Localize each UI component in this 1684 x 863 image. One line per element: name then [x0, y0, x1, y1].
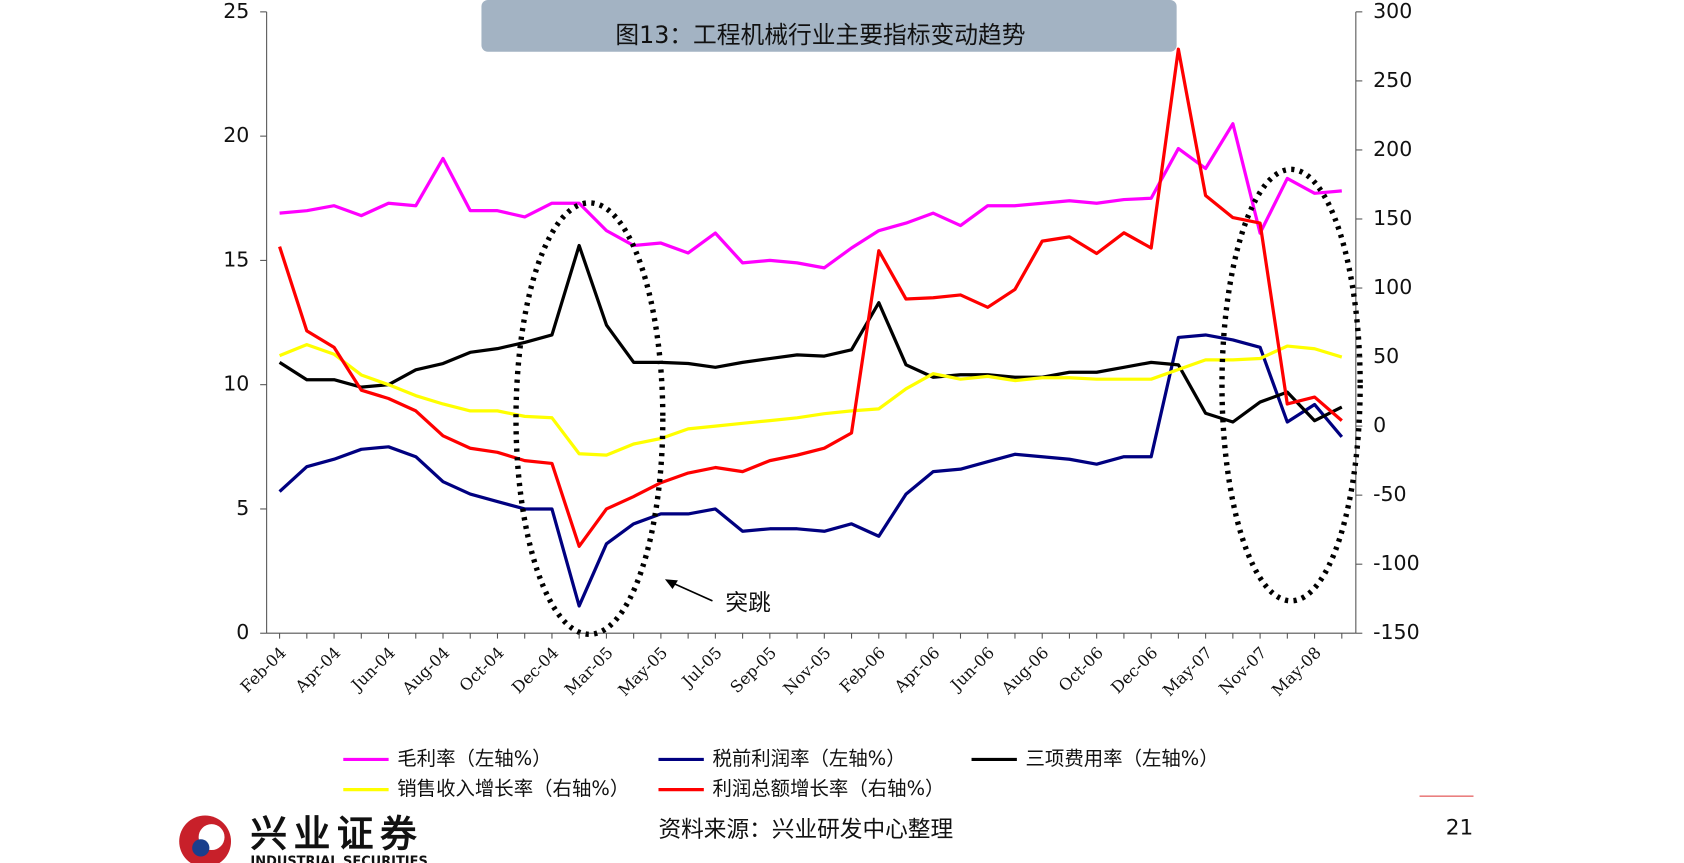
logo-subname: INDUSTRIAL SECURITIES	[250, 854, 427, 863]
x-tick-label: Feb-06	[836, 643, 889, 696]
y2-tick-label: 50	[1373, 344, 1399, 368]
x-tick-label: Mar-05	[561, 643, 617, 699]
legend-label: 三项费用率（左轴%）	[1026, 747, 1219, 770]
x-tick-label: Jul-05	[677, 643, 726, 692]
source: 资料来源：兴业研发中心整理	[658, 817, 953, 843]
series-line	[278, 47, 1343, 548]
y2-tick-label: 300	[1373, 0, 1412, 23]
y2-tick-label: 200	[1373, 137, 1412, 161]
series-line	[278, 343, 1343, 457]
x-tick-label: Jun-06	[945, 643, 998, 696]
series-line	[279, 122, 1342, 270]
y2-tick-label: 150	[1373, 206, 1412, 230]
y2-tick-label: -150	[1373, 620, 1420, 644]
x-tick-label: Jun-04	[346, 643, 399, 696]
y-tick-label: 20	[223, 123, 249, 147]
legend-label: 税前利润率（左轴%）	[712, 747, 905, 770]
x-tick-label: Sep-05	[726, 643, 780, 697]
series-line	[278, 243, 1343, 424]
legend-label: 销售收入增长率（右轴%）	[397, 777, 629, 800]
page-number: 21	[1446, 815, 1473, 840]
series-line	[278, 333, 1344, 608]
highlight-ellipse	[513, 200, 666, 638]
legend-label: 毛利率（左轴%）	[397, 747, 551, 770]
y-tick-label: 25	[223, 0, 249, 23]
title-box	[481, 0, 1177, 52]
x-tick-label: Feb-04	[237, 643, 290, 696]
y2-tick-label: 0	[1373, 413, 1386, 437]
x-tick-label: Oct-06	[1055, 643, 1107, 695]
x-tick-label: Oct-04	[456, 643, 508, 695]
y-tick-label: 5	[236, 496, 249, 520]
arrow-head	[664, 579, 678, 589]
x-tick-label: Nov-07	[1215, 643, 1270, 698]
annotation: 突跳	[725, 591, 770, 617]
x-tick-label: Aug-04	[398, 643, 454, 698]
highlight-ellipse	[1219, 166, 1363, 604]
y-tick-label: 10	[223, 372, 249, 396]
x-tick-label: Apr-04	[291, 643, 345, 697]
y2-tick-label: -100	[1373, 551, 1420, 575]
y-tick-label: 15	[223, 247, 249, 271]
x-tick-label: Aug-06	[997, 643, 1053, 698]
y2-tick-label: 100	[1373, 275, 1412, 299]
logo-dot	[192, 839, 210, 857]
x-tick-label: May-08	[1268, 643, 1325, 700]
annotation-arrow	[671, 581, 713, 602]
x-tick-label: Dec-06	[1107, 643, 1161, 697]
y-tick-label: 0	[236, 620, 249, 644]
y2-tick-label: 250	[1373, 68, 1412, 92]
x-tick-label: Dec-04	[508, 643, 562, 697]
x-tick-label: May-07	[1159, 643, 1216, 700]
x-tick-label: May-05	[614, 643, 671, 700]
x-tick-label: Apr-06	[890, 643, 944, 697]
y2-tick-label: -50	[1373, 482, 1406, 506]
legend-label: 利润总额增长率（右轴%）	[712, 777, 944, 800]
logo-name: 兴业证券	[250, 813, 423, 856]
x-tick-label: Nov-05	[779, 643, 834, 698]
chart-title: 图13：工程机械行业主要指标变动趋势	[615, 21, 1025, 49]
